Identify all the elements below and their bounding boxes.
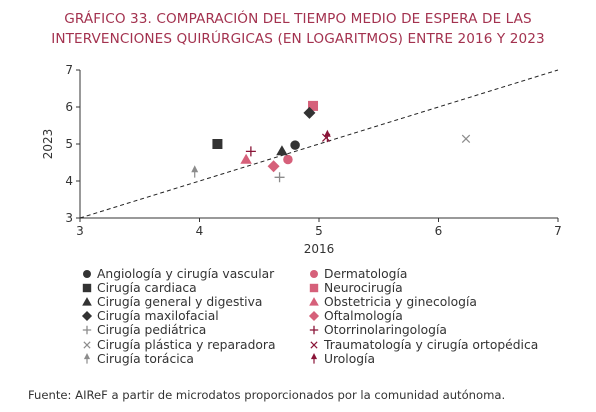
legend-marker-shape bbox=[82, 283, 92, 293]
y-tick-label: 6 bbox=[65, 100, 73, 114]
data-points-group bbox=[191, 100, 471, 183]
legend-marker bbox=[309, 283, 319, 293]
legend-label: Angiología y cirugía vascular bbox=[97, 267, 275, 281]
legend-marker-shape bbox=[83, 340, 91, 349]
point-cirugia-general-y-digestiva bbox=[276, 145, 288, 156]
legend-marker bbox=[309, 326, 319, 335]
legend-marker bbox=[83, 340, 91, 349]
legend-label: Neurocirugía bbox=[324, 281, 403, 296]
legend-marker bbox=[308, 311, 320, 322]
y-tick-label: 4 bbox=[65, 174, 73, 188]
chart-title-line-1: GRÁFICO 33. COMPARACIÓN DEL TIEMPO MEDIO… bbox=[64, 11, 532, 27]
chart-title-line-2: INTERVENCIONES QUIRÚRGICAS (EN LOGARITMO… bbox=[51, 31, 545, 47]
legend-label: Cirugía torácica bbox=[97, 351, 194, 366]
point-obstetricia-y-ginecologia bbox=[240, 153, 252, 164]
legend-marker bbox=[83, 352, 91, 364]
x-tick-label: 3 bbox=[76, 224, 84, 238]
legend-marker bbox=[81, 311, 93, 322]
legend-marker-shape bbox=[309, 283, 319, 293]
point-cirugia-maxilofacial bbox=[303, 106, 316, 119]
legend-marker-shape bbox=[309, 297, 319, 306]
legend-label: Obstetricia y ginecología bbox=[324, 295, 477, 310]
point-cirugia-plastica-y-reparadora bbox=[461, 134, 471, 143]
legend-marker bbox=[310, 352, 318, 364]
point-cirugia-pediatrica bbox=[274, 172, 285, 183]
legend-label: Traumatología y cirugía ortopédica bbox=[324, 337, 539, 352]
x-axis-label: 2016 bbox=[304, 242, 335, 256]
point-cirugia-cardiaca bbox=[212, 139, 223, 149]
reference-line bbox=[79, 69, 559, 219]
legend-marker bbox=[82, 283, 92, 293]
point-angiologia-y-cirugia-vascular bbox=[290, 140, 300, 150]
legend-marker-shape bbox=[82, 297, 92, 306]
y-axis-label: 2023 bbox=[41, 129, 55, 160]
legend-marker bbox=[310, 340, 318, 349]
x-tick-label: 6 bbox=[435, 224, 443, 238]
point-dermatologia bbox=[283, 154, 293, 165]
legend-marker bbox=[310, 270, 318, 278]
legend-label: Urología bbox=[324, 351, 376, 366]
legend-marker-shape bbox=[310, 270, 318, 278]
x-tick-label: 5 bbox=[315, 224, 323, 238]
point-neurocirugia bbox=[308, 100, 319, 111]
point-urologia bbox=[323, 129, 331, 143]
y-tick-label: 5 bbox=[65, 137, 73, 151]
legend-marker-shape bbox=[82, 326, 92, 335]
point-oftalmologia bbox=[267, 160, 280, 173]
legend-label: Cirugía pediátrica bbox=[97, 323, 207, 338]
legend-marker-shape bbox=[83, 270, 91, 278]
legend-label: Oftalmología bbox=[324, 309, 403, 324]
legend-label: Dermatología bbox=[324, 267, 408, 281]
point-otorrinolaringologia bbox=[245, 146, 256, 157]
legend-label: Cirugía cardiaca bbox=[97, 281, 197, 296]
reference-line-group bbox=[79, 69, 559, 219]
point-cirugia-toracica bbox=[191, 165, 199, 178]
legend-marker-shape bbox=[83, 352, 91, 364]
legend-label: Cirugía maxilofacial bbox=[97, 309, 219, 324]
legend-label: Cirugía plástica y reparadora bbox=[97, 337, 276, 352]
legend-marker-shape bbox=[308, 311, 320, 322]
legend-marker bbox=[83, 270, 91, 278]
legend-marker-shape bbox=[310, 340, 318, 349]
legend-label: Otorrinolaringología bbox=[324, 323, 447, 338]
legend-marker bbox=[309, 297, 319, 306]
x-tick-label: 7 bbox=[554, 224, 562, 238]
legend-marker-shape bbox=[81, 311, 93, 322]
legend-marker bbox=[82, 297, 92, 306]
legend-marker-shape bbox=[309, 326, 319, 335]
legend-marker-shape bbox=[310, 352, 318, 364]
legend-label: Cirugía general y digestiva bbox=[97, 295, 263, 310]
legend-marker bbox=[82, 326, 92, 335]
x-tick-label: 4 bbox=[196, 224, 204, 238]
y-tick-label: 7 bbox=[65, 63, 73, 77]
source-note: Fuente: AIReF a partir de microdatos pro… bbox=[28, 388, 506, 402]
chart-axes: 3 4 5 6 7 3 4 5 6 7 bbox=[65, 63, 561, 238]
y-tick-label: 3 bbox=[65, 211, 73, 225]
